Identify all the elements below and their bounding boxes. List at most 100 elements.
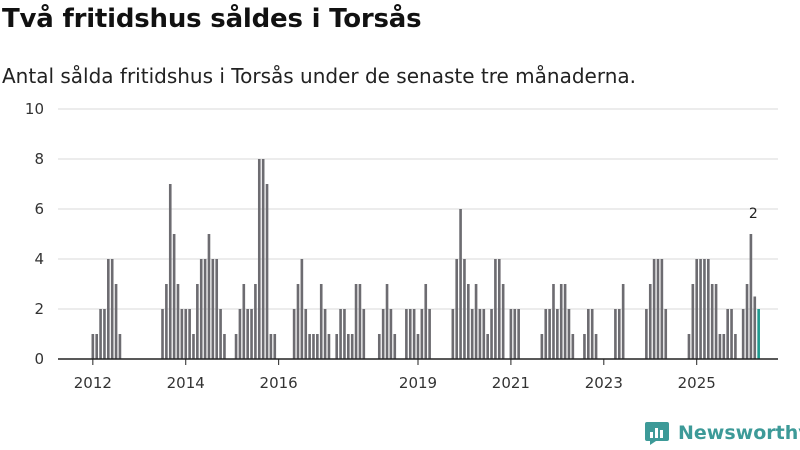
bar xyxy=(734,334,737,359)
bar xyxy=(656,259,660,359)
bar xyxy=(199,259,203,359)
bar xyxy=(118,334,122,359)
y-tick-label: 6 xyxy=(34,200,44,218)
bar xyxy=(497,259,501,359)
x-tick-label: 2012 xyxy=(74,374,112,392)
bar xyxy=(95,334,99,359)
chart-subtitle: Antal sålda fritidshus i Torsås under de… xyxy=(2,64,637,88)
bar xyxy=(645,309,648,359)
bar xyxy=(103,309,106,359)
bar xyxy=(470,309,474,359)
bar xyxy=(687,334,691,359)
bar xyxy=(196,284,199,359)
bar xyxy=(211,259,215,359)
bar xyxy=(695,259,699,359)
bar xyxy=(424,284,428,359)
bar xyxy=(722,334,726,359)
x-tick-label: 2019 xyxy=(399,374,437,392)
bar xyxy=(385,284,389,359)
bar xyxy=(292,309,296,359)
y-tick-label: 8 xyxy=(34,150,44,168)
bar-latest xyxy=(757,309,760,359)
bar xyxy=(501,284,505,359)
bar xyxy=(389,309,393,359)
bar xyxy=(172,234,176,359)
bar xyxy=(242,284,246,359)
bar xyxy=(567,309,571,359)
bar xyxy=(308,334,311,359)
bar xyxy=(215,259,219,359)
bar xyxy=(482,309,486,359)
bar xyxy=(393,334,397,359)
bar xyxy=(377,334,381,359)
y-tick-label: 10 xyxy=(25,100,44,118)
data-label-latest: 2 xyxy=(749,206,758,222)
bar xyxy=(540,334,544,359)
x-tick-label: 2023 xyxy=(585,374,623,392)
bar xyxy=(168,184,172,359)
bar xyxy=(312,334,315,359)
bar xyxy=(571,334,575,359)
bar xyxy=(265,184,269,359)
bar xyxy=(745,284,749,359)
bar xyxy=(254,284,257,359)
bar xyxy=(455,259,459,359)
bar xyxy=(110,259,114,359)
bar xyxy=(300,259,304,359)
bar xyxy=(261,159,265,359)
bar xyxy=(203,259,207,359)
bar xyxy=(188,309,191,359)
bar xyxy=(327,334,331,359)
bar xyxy=(652,259,656,359)
bar xyxy=(509,309,513,359)
bar xyxy=(718,334,722,359)
bar xyxy=(707,259,710,359)
axes: 0 2 4 6 8 10 2 2012 2014 2016 2019 2021 2023 2025 xyxy=(25,100,778,392)
bar xyxy=(223,334,226,359)
bar xyxy=(614,309,617,359)
bar xyxy=(691,284,695,359)
bar xyxy=(381,309,385,359)
bar xyxy=(753,296,757,359)
bar xyxy=(463,259,466,359)
y-tick-label: 0 xyxy=(34,350,44,368)
bar xyxy=(486,334,489,359)
bar xyxy=(207,234,211,359)
bar xyxy=(478,309,482,359)
bar xyxy=(494,259,497,359)
bar xyxy=(563,284,567,359)
x-tick-label: 2016 xyxy=(260,374,298,392)
bar xyxy=(749,234,753,359)
bar xyxy=(161,309,164,359)
bar xyxy=(726,309,729,359)
bar xyxy=(316,334,319,359)
bar xyxy=(590,309,594,359)
bar xyxy=(664,309,668,359)
bar xyxy=(559,284,563,359)
bar xyxy=(238,309,242,359)
bar xyxy=(354,284,358,359)
bar xyxy=(91,334,95,359)
bar xyxy=(741,309,745,359)
bar xyxy=(350,334,354,359)
bar xyxy=(416,334,420,359)
newsworthy-icon xyxy=(645,422,669,445)
bar xyxy=(165,284,168,359)
bar xyxy=(250,309,253,359)
bar xyxy=(343,309,346,359)
bar xyxy=(710,284,714,359)
bar xyxy=(180,309,184,359)
bar xyxy=(347,334,350,359)
gridlines xyxy=(58,108,778,310)
bar xyxy=(335,334,339,359)
bar xyxy=(730,309,733,359)
bar xyxy=(420,309,424,359)
bar xyxy=(617,309,621,359)
bar xyxy=(319,284,323,359)
bar xyxy=(587,309,590,359)
bar xyxy=(621,284,625,359)
bar xyxy=(428,309,431,359)
bar xyxy=(339,309,342,359)
bar xyxy=(714,284,718,359)
